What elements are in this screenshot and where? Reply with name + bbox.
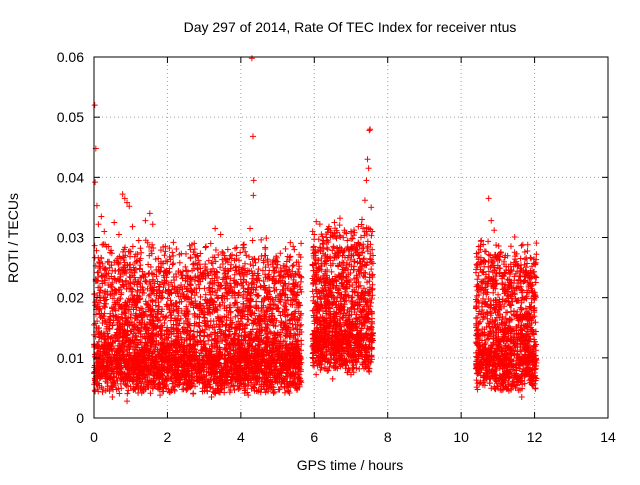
chart-background (0, 0, 640, 480)
